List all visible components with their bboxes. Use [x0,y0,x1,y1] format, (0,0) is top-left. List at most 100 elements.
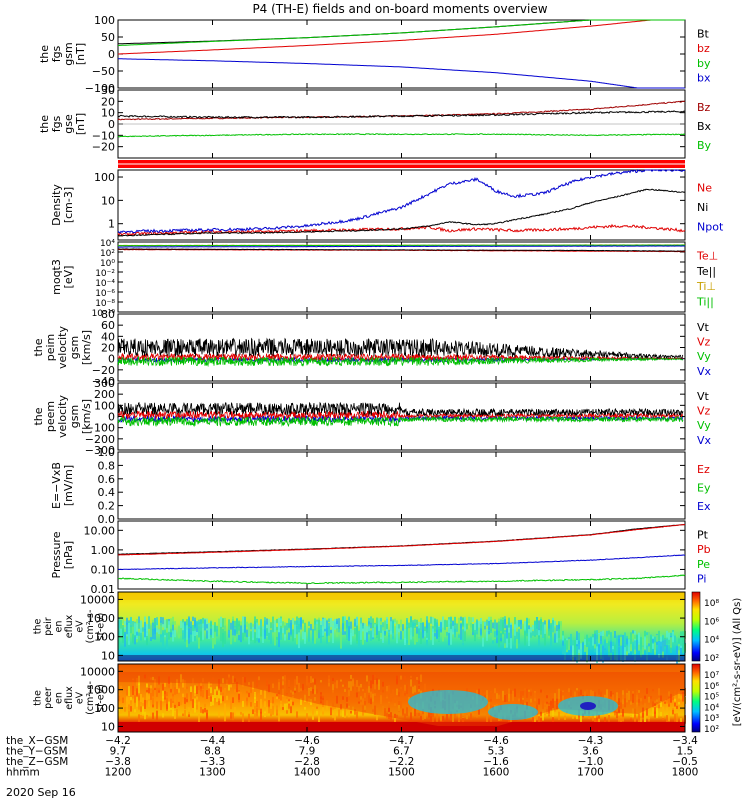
spec-cell [458,717,460,721]
spec-cell [418,712,420,717]
spec-cell [558,688,560,699]
spec-cell [618,638,620,643]
spec-cell [612,630,614,636]
spec-cell [398,691,400,697]
spec-cell [400,701,402,709]
spec-cell [528,618,530,624]
x-tick-value: 8.8 [204,746,221,758]
spec-cell [366,675,368,682]
spec-cell [478,627,480,640]
spec-cell [290,699,292,706]
spec-cell [452,715,454,725]
spec-cell [238,621,240,627]
spec-cell [536,618,538,628]
legend-bz: bz [697,42,710,55]
spec-cell [676,705,678,709]
spec-cell [448,620,450,634]
spec-cell [352,706,354,716]
spec-cell [132,685,134,696]
peem-line-vt [117,401,684,417]
spec-cell [420,708,422,716]
spec-cell [536,702,538,710]
spec-cell [326,628,328,644]
spec-cell [240,692,242,702]
spec-cell [320,692,322,700]
spec-cell [298,682,300,693]
spec-cell [216,695,218,702]
spec-cell [536,713,538,721]
ytick-label: −10 [92,129,115,142]
spec-cell [450,628,452,645]
spec-cell [622,708,624,717]
spec-cell [416,677,418,680]
spec-cell [680,644,682,656]
x-tick-value: 6.7 [393,746,410,758]
spec-cell [310,699,312,706]
spec-cell [568,688,570,693]
spec-cell [396,628,398,644]
spec-cell [468,617,470,626]
spec-cell [554,627,556,643]
spec-cell [630,713,632,720]
spec-cell [670,637,672,648]
spec-cell [168,631,170,640]
spec-cell [264,689,266,699]
ylabel-line: velocity [56,326,69,369]
spec-cell [552,715,554,725]
spec-cell [140,694,142,703]
spec-cell [652,701,654,709]
spec-cell [598,714,600,719]
spec-cell [174,630,176,638]
x-tick-value: −4.3 [578,735,604,747]
spec-cell [682,691,684,702]
spec-cell [302,619,304,624]
spec-cell [178,701,180,707]
spec-cell [404,692,406,696]
spec-cell [288,618,290,628]
spec-cell [362,689,364,692]
spec-cell [514,629,516,644]
x-tick-value: −4.6 [294,735,320,747]
spec-cell [356,628,358,644]
spec-cell [604,694,606,699]
spec-cell [382,630,384,643]
spec-cell [436,619,438,631]
spec-cell [212,677,214,681]
spec-cell [194,685,196,694]
spec-cell [570,689,572,698]
spec-cell [582,642,584,650]
spec-cell [148,688,150,696]
spec-cell [342,623,344,635]
spec-cell [584,691,586,701]
spec-cell [134,695,136,703]
spec-cell [240,711,242,715]
spec-cell [496,691,498,696]
spec-cell [406,627,408,640]
spec-cell [144,711,146,720]
spec-cell [152,696,154,705]
spec-cell [252,687,254,696]
spec-cell [550,693,552,701]
spec-cell [370,698,372,705]
spec-cell [672,709,674,715]
x-tick-value: 1400 [294,767,321,779]
spec-cell [210,684,212,688]
spec-cell [366,632,368,642]
spec-cell [558,697,560,704]
spec-cell [358,685,360,692]
spec-cell [284,622,286,626]
spec-cell [488,706,490,712]
spec-cell [322,618,324,636]
spec-cell [280,618,282,627]
spec-cell [668,712,670,722]
spec-cell [368,681,370,686]
spec-cell [330,617,332,628]
spec-cell [578,640,580,650]
spec-cell [556,698,558,703]
spec-cell [188,616,190,628]
spec-cell [372,693,374,702]
spec-cell [352,690,354,699]
x-tick-value: 1200 [105,767,132,779]
spec-cell [316,624,318,638]
spec-cell [458,617,460,635]
